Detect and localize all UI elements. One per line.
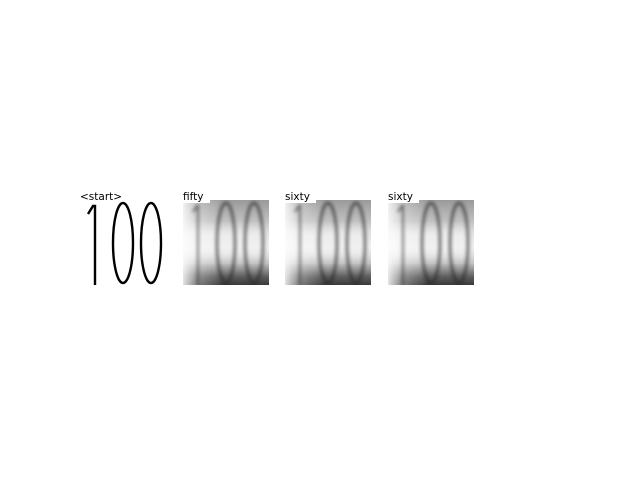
panel-sixty-2: sixty <box>385 189 474 285</box>
blurred-digits-image-1 <box>183 200 269 285</box>
panel-label-bg-2 <box>282 189 316 203</box>
blurred-digits-image-2 <box>285 200 371 285</box>
panel-label-sixty-1: sixty <box>285 191 310 203</box>
panel-start: <start> <box>80 191 163 285</box>
panel-label-start: <start> <box>80 191 122 203</box>
panel-label-fifty: fifty <box>183 191 203 203</box>
panel-fifty: fifty <box>180 189 269 285</box>
panel-label-bg-3 <box>385 189 419 203</box>
panel-label-sixty-2: sixty <box>388 191 413 203</box>
blurred-digits-image-3 <box>388 200 474 285</box>
panel-label-bg-1 <box>180 189 210 203</box>
digits-100-image <box>86 201 163 285</box>
panel-sixty-1: sixty <box>282 189 371 285</box>
